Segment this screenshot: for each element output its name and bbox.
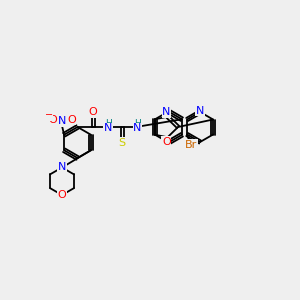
Text: N: N xyxy=(162,107,170,117)
Text: N: N xyxy=(58,163,66,172)
Text: N: N xyxy=(58,116,66,126)
Text: Br: Br xyxy=(185,140,197,150)
Text: O: O xyxy=(49,115,57,125)
Text: H: H xyxy=(134,119,141,128)
Text: O: O xyxy=(58,190,66,200)
Text: −: − xyxy=(44,110,52,120)
Text: N: N xyxy=(104,123,112,133)
Text: H: H xyxy=(105,119,111,128)
Text: O: O xyxy=(88,107,98,117)
Text: N: N xyxy=(196,106,204,116)
Text: S: S xyxy=(119,138,126,148)
Text: O: O xyxy=(67,115,76,125)
Text: N: N xyxy=(133,123,141,133)
Text: O: O xyxy=(162,137,171,147)
